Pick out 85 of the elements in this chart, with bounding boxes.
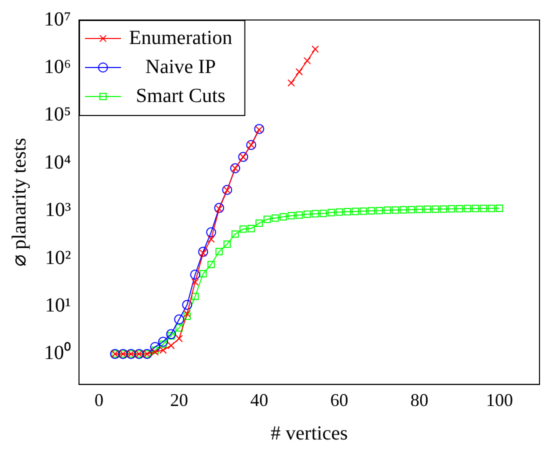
point — [304, 57, 311, 64]
y-tick-label: 10⁶ — [44, 56, 72, 78]
point — [215, 248, 223, 256]
point — [190, 270, 200, 280]
point — [424, 206, 432, 213]
x-tick-label: 80 — [410, 390, 428, 410]
point — [296, 211, 303, 219]
point — [384, 206, 392, 214]
point — [191, 292, 199, 300]
point — [167, 332, 175, 340]
y-tick-label: 10⁵ — [44, 104, 71, 126]
point — [320, 210, 327, 218]
y-tick-label: 10¹ — [45, 294, 71, 316]
legend-label: Enumeration — [128, 26, 232, 49]
legend-label: Smart Cuts — [136, 84, 226, 107]
point — [344, 208, 351, 216]
x-tick-label: 0 — [94, 390, 104, 410]
point — [416, 206, 424, 214]
y-tick-label: 10³ — [45, 199, 71, 222]
point — [368, 207, 375, 215]
y-tick-label: 10⁴ — [44, 151, 72, 174]
point — [207, 260, 215, 268]
point — [256, 126, 263, 134]
point — [183, 310, 191, 318]
point — [248, 224, 255, 232]
legend-label: Naive IP — [145, 56, 216, 78]
point — [150, 342, 160, 352]
point — [488, 204, 496, 212]
point — [256, 220, 263, 227]
point — [280, 213, 287, 220]
point — [183, 312, 191, 320]
point — [182, 300, 192, 310]
y-tick-label: 10⁰ — [44, 341, 71, 364]
point — [207, 235, 215, 243]
point — [214, 202, 224, 213]
x-tick-label: 20 — [170, 390, 188, 410]
point — [166, 329, 176, 340]
y-tick-label: 10² — [45, 246, 71, 269]
x-tick-label: 100 — [486, 390, 513, 410]
point — [288, 212, 295, 220]
point — [174, 314, 184, 324]
point — [198, 246, 208, 257]
y-tick-label: 10⁷ — [44, 8, 72, 30]
point — [312, 45, 319, 53]
point — [312, 210, 319, 218]
point — [206, 227, 216, 238]
point — [408, 206, 416, 214]
point — [158, 336, 168, 347]
point — [360, 207, 367, 215]
point — [199, 249, 207, 257]
point — [264, 216, 271, 223]
point — [472, 204, 480, 212]
point — [392, 206, 400, 214]
point — [336, 208, 343, 216]
x-tick-label: 40 — [250, 390, 268, 410]
point — [159, 340, 167, 348]
point — [167, 342, 175, 350]
point — [328, 208, 335, 216]
point — [296, 68, 303, 76]
point — [352, 208, 359, 216]
point — [400, 206, 408, 214]
x-axis-title: # vertices — [270, 422, 348, 444]
point — [432, 205, 440, 213]
point — [199, 270, 207, 278]
point — [464, 204, 472, 212]
point — [215, 205, 223, 213]
point — [440, 205, 448, 213]
point — [191, 278, 199, 286]
point — [254, 124, 264, 134]
point — [159, 346, 167, 354]
y-axis-title: ⌀ planarity tests — [8, 138, 30, 267]
point — [496, 204, 504, 212]
point — [304, 210, 311, 218]
point — [288, 79, 295, 87]
point — [272, 214, 279, 222]
point — [231, 230, 239, 238]
x-tick-label: 60 — [330, 390, 348, 410]
point — [448, 205, 456, 213]
point — [175, 334, 183, 342]
point — [480, 204, 488, 212]
point — [175, 324, 183, 332]
point — [239, 225, 247, 233]
point — [223, 240, 231, 248]
point — [456, 204, 464, 212]
point — [376, 206, 384, 214]
